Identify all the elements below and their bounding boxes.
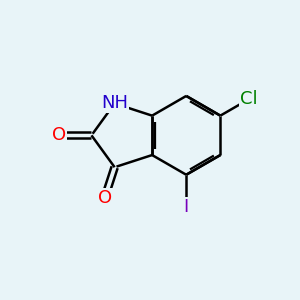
Text: NH: NH — [101, 94, 128, 112]
Text: I: I — [184, 198, 189, 216]
Text: O: O — [98, 189, 112, 207]
Text: Cl: Cl — [239, 91, 257, 109]
Text: O: O — [52, 126, 66, 144]
